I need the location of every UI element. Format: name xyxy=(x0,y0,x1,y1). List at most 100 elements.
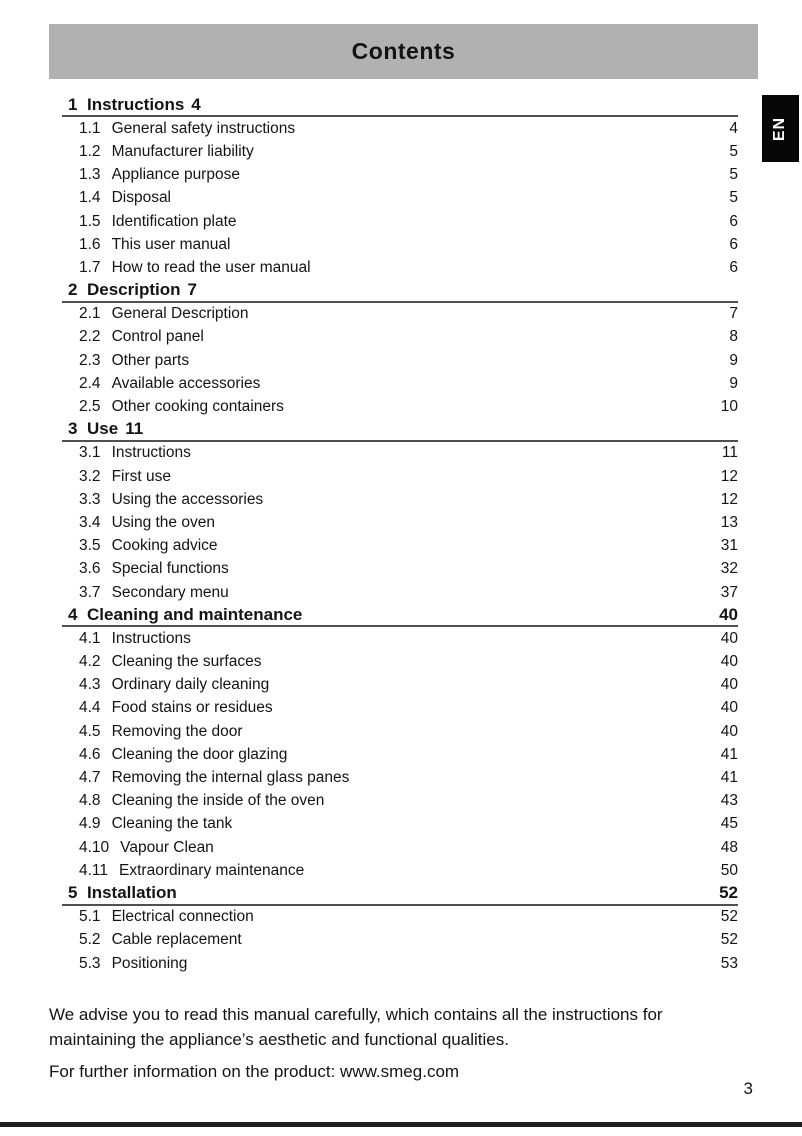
toc-entry-row: 3.7 Secondary menu 37 xyxy=(62,581,738,604)
toc-entry-title: First use xyxy=(111,467,171,485)
toc-entry-row: 4.2 Cleaning the surfaces 40 xyxy=(62,651,738,674)
toc-entry-title: Disposal xyxy=(111,189,172,207)
toc-entry-page: 40 xyxy=(720,629,738,647)
toc-section-title: Instructions xyxy=(87,94,185,114)
toc-entry-title: Positioning xyxy=(111,954,188,972)
toc-entry-number: 4.8 xyxy=(79,792,101,810)
toc-entry-page: 5 xyxy=(729,142,738,160)
toc-entry-page: 40 xyxy=(720,676,738,694)
toc-entry-number: 1.7 xyxy=(79,258,101,276)
toc-entry-row: 3.1 Instructions 11 xyxy=(62,442,738,465)
toc-entry-title: Manufacturer liability xyxy=(111,142,254,160)
toc-entry-title: Cleaning the door glazing xyxy=(111,745,288,763)
toc-entry-number: 2.1 xyxy=(79,305,101,323)
toc-entry-page: 5 xyxy=(729,166,738,184)
toc-section-heading: 5 Installation 52 xyxy=(62,882,738,906)
toc-entry-page: 9 xyxy=(729,351,738,369)
toc-entry-row: 4.6 Cleaning the door glazing 41 xyxy=(62,743,738,766)
toc-entry-row: 4.5 Removing the door 40 xyxy=(62,720,738,743)
toc-entry-number: 1.6 xyxy=(79,235,101,253)
toc-entry-title: Cleaning the tank xyxy=(111,815,233,833)
toc-entry-title: Ordinary daily cleaning xyxy=(111,676,270,694)
toc-entry-row: 4.11 Extraordinary maintenance 50 xyxy=(62,859,738,882)
toc-entry-page: 40 xyxy=(720,722,738,740)
toc-entry-row: 2.2 Control panel 8 xyxy=(62,326,738,349)
toc-entry-title: Cleaning the surfaces xyxy=(111,653,262,671)
toc-section-number: 1 xyxy=(68,94,78,114)
toc-entry-row: 1.1 General safety instructions 4 xyxy=(62,117,738,140)
toc-entry-number: 4.7 xyxy=(79,769,101,787)
toc-entry-row: 3.3 Using the accessories 12 xyxy=(62,488,738,511)
toc-entry-number: 3.5 xyxy=(79,537,101,555)
toc-entry-title: Secondary menu xyxy=(111,583,229,601)
contents-header-bar: Contents xyxy=(49,24,758,79)
toc-entry-row: 4.3 Ordinary daily cleaning 40 xyxy=(62,674,738,697)
toc-entry-row: 2.4 Available accessories 9 xyxy=(62,372,738,395)
toc-entry-row: 4.8 Cleaning the inside of the oven 43 xyxy=(62,790,738,813)
table-of-contents: 1 Instructions 4 1.1 General safety instruct… xyxy=(62,94,738,975)
toc-section-heading: 2 Description 7 xyxy=(62,280,738,303)
toc-entry-title: Available accessories xyxy=(111,374,261,392)
toc-entry-title: Removing the door xyxy=(111,722,243,740)
page-title: Contents xyxy=(351,38,456,64)
footer-info-line: For further information on the product: … xyxy=(49,1062,460,1081)
toc-section-inline-page: 11 xyxy=(125,419,144,439)
toc-entry-page: 32 xyxy=(720,560,738,578)
toc-entry-row: 1.3 Appliance purpose 5 xyxy=(62,164,738,187)
toc-entry-title: Cleaning the inside of the oven xyxy=(111,792,325,810)
toc-entry-title: Instructions xyxy=(111,629,191,647)
toc-entry-row: 4.7 Removing the internal glass panes 41 xyxy=(62,766,738,789)
toc-section-page: 40 xyxy=(719,604,738,624)
toc-entry-row: 1.7 How to read the user manual 6 xyxy=(62,256,738,279)
toc-entry-number: 3.3 xyxy=(79,490,101,508)
toc-entry-row: 2.3 Other parts 9 xyxy=(62,349,738,372)
toc-entry-page: 50 xyxy=(720,861,738,879)
toc-entry-title: How to read the user manual xyxy=(111,258,311,276)
toc-entry-number: 4.6 xyxy=(79,745,101,763)
toc-section-inline-page: 4 xyxy=(191,94,201,114)
toc-entry-title: Other parts xyxy=(111,351,190,369)
toc-entry-page: 5 xyxy=(729,189,738,207)
toc-entry-title: General Description xyxy=(111,305,249,323)
footer-advice-line-2: maintaining the appliance’s aesthetic an… xyxy=(49,1030,509,1049)
toc-entry-title: Using the oven xyxy=(111,513,215,531)
toc-entry-row: 5.2 Cable replacement 52 xyxy=(62,929,738,952)
toc-entry-row: 3.5 Cooking advice 31 xyxy=(62,535,738,558)
toc-entry-number: 4.1 xyxy=(79,629,101,647)
toc-entry-title: Food stains or residues xyxy=(111,699,273,717)
toc-entry-number: 5.2 xyxy=(79,931,101,949)
toc-entry-page: 6 xyxy=(729,212,738,230)
toc-entry-row: 4.9 Cleaning the tank 45 xyxy=(62,813,738,836)
toc-entry-row: 3.2 First use 12 xyxy=(62,465,738,488)
toc-entry-page: 9 xyxy=(729,374,738,392)
toc-section-heading: 3 Use 11 xyxy=(62,419,738,442)
toc-entry-page: 8 xyxy=(729,328,738,346)
toc-entry-title: Other cooking containers xyxy=(111,398,284,416)
footer-advice-line-1: We advise you to read this manual carefu… xyxy=(49,1005,663,1024)
toc-entry-number: 1.2 xyxy=(79,142,101,160)
toc-entry-number: 2.5 xyxy=(79,398,101,416)
toc-entry-title: Electrical connection xyxy=(111,908,254,926)
toc-entry-page: 11 xyxy=(721,444,738,462)
toc-entry-page: 52 xyxy=(720,931,738,949)
toc-entry-page: 48 xyxy=(720,838,738,856)
toc-section-title: Description xyxy=(87,280,181,300)
toc-entry-page: 40 xyxy=(720,699,738,717)
toc-entry-number: 5.1 xyxy=(79,908,101,926)
toc-entry-number: 1.5 xyxy=(79,212,101,230)
toc-entry-number: 3.7 xyxy=(79,583,101,601)
toc-section-title: Cleaning and maintenance xyxy=(87,604,303,624)
language-tab-label: EN xyxy=(771,116,789,141)
toc-section-number: 4 xyxy=(68,604,78,624)
toc-entry-row: 1.6 This user manual 6 xyxy=(62,233,738,256)
toc-entry-number: 2.3 xyxy=(79,351,101,369)
toc-entry-number: 5.3 xyxy=(79,954,101,972)
toc-entry-row: 4.10 Vapour Clean 48 xyxy=(62,836,738,859)
toc-entry-page: 4 xyxy=(729,119,738,137)
toc-entry-number: 3.6 xyxy=(79,560,101,578)
toc-entry-page: 6 xyxy=(729,258,738,276)
toc-entry-page: 31 xyxy=(720,537,738,555)
toc-section-number: 3 xyxy=(68,419,78,439)
toc-entry-number: 4.4 xyxy=(79,699,101,717)
